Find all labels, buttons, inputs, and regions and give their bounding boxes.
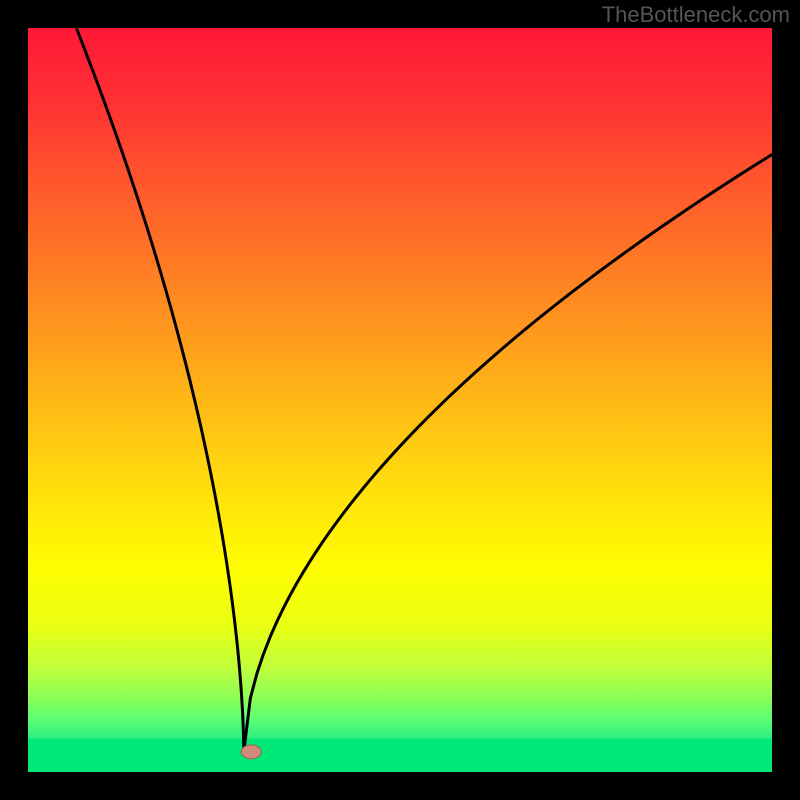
watermark-text: TheBottleneck.com [602, 2, 790, 28]
optimal-point-marker [241, 745, 261, 759]
bottleneck-chart [0, 0, 800, 800]
plot-background [28, 28, 772, 772]
green-strip [28, 739, 772, 772]
